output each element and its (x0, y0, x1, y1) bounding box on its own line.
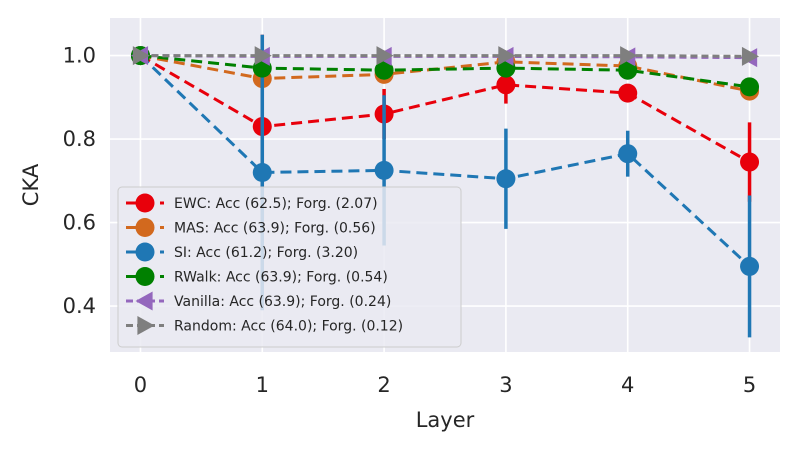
data-point (374, 60, 394, 80)
data-point (620, 46, 638, 66)
tick-labels: 0 1 2 3 4 5 0.4 0.6 0.8 1.0 (63, 44, 757, 397)
data-point (374, 160, 394, 180)
y-tick-label: 0.8 (63, 127, 96, 151)
x-tick-label: 3 (499, 373, 512, 397)
legend-label: RWalk: Acc (63.9); Forg. (0.54) (174, 270, 388, 286)
x-axis-label: Layer (416, 408, 475, 432)
series-line (139, 54, 751, 164)
data-point (740, 152, 760, 172)
legend-item: Random: Acc (64.0); Forg. (0.12) (126, 316, 403, 335)
data-point (618, 83, 638, 103)
legend-label: EWC: Acc (62.5); Forg. (2.07) (174, 196, 378, 212)
data-point (376, 46, 394, 66)
series-line (140, 54, 750, 89)
data-point (618, 60, 638, 80)
y-axis-label: CKA (19, 163, 43, 206)
legend-item: RWalk: Acc (63.9); Forg. (0.54) (126, 267, 388, 286)
legend-label: Random: Acc (64.0); Forg. (0.12) (174, 319, 403, 335)
legend-marker (135, 267, 155, 286)
y-tick-label: 1.0 (63, 44, 96, 68)
series-line (140, 54, 750, 93)
data-point (132, 46, 150, 66)
legend-marker (135, 242, 155, 262)
x-tick-label: 5 (743, 373, 756, 397)
y-tick-label: 0.4 (63, 294, 96, 318)
data-point (496, 75, 516, 95)
data-point (496, 169, 516, 189)
data-point (741, 46, 760, 66)
y-tick-label: 0.6 (63, 211, 96, 235)
data-point (740, 256, 760, 276)
legend-item: SI: Acc (61.2); Forg. (3.20) (126, 242, 358, 262)
legend-box (117, 186, 462, 348)
legend-label: MAS: Acc (63.9); Forg. (0.56) (174, 221, 376, 237)
data-point (252, 162, 272, 182)
data-point (498, 46, 516, 66)
data-point (254, 46, 272, 66)
legend-marker (135, 218, 155, 237)
legend-item: MAS: Acc (63.9); Forg. (0.56) (126, 218, 376, 237)
legend-label: Vanilla: Acc (63.9); Forg. (0.24) (174, 294, 391, 310)
x-tick-label: 4 (621, 373, 634, 397)
data-point (740, 77, 760, 97)
legend-label: SI: Acc (61.2); Forg. (3.20) (174, 245, 358, 261)
legend-item: Vanilla: Acc (63.9); Forg. (0.24) (126, 291, 391, 311)
legend-marker (137, 316, 155, 335)
series-5 (132, 46, 760, 66)
x-tick-label: 2 (377, 373, 390, 397)
data-point (618, 144, 638, 164)
series-line (139, 54, 751, 268)
x-tick-label: 0 (134, 373, 147, 397)
x-tick-label: 1 (256, 373, 269, 397)
legend-item: EWC: Acc (62.5); Forg. (2.07) (126, 193, 378, 213)
legend-marker (135, 193, 155, 213)
legend: EWC: Acc (62.5); Forg. (2.07) MAS: Acc (6… (117, 186, 462, 348)
legend-marker (135, 291, 153, 311)
series-line (140, 54, 750, 58)
